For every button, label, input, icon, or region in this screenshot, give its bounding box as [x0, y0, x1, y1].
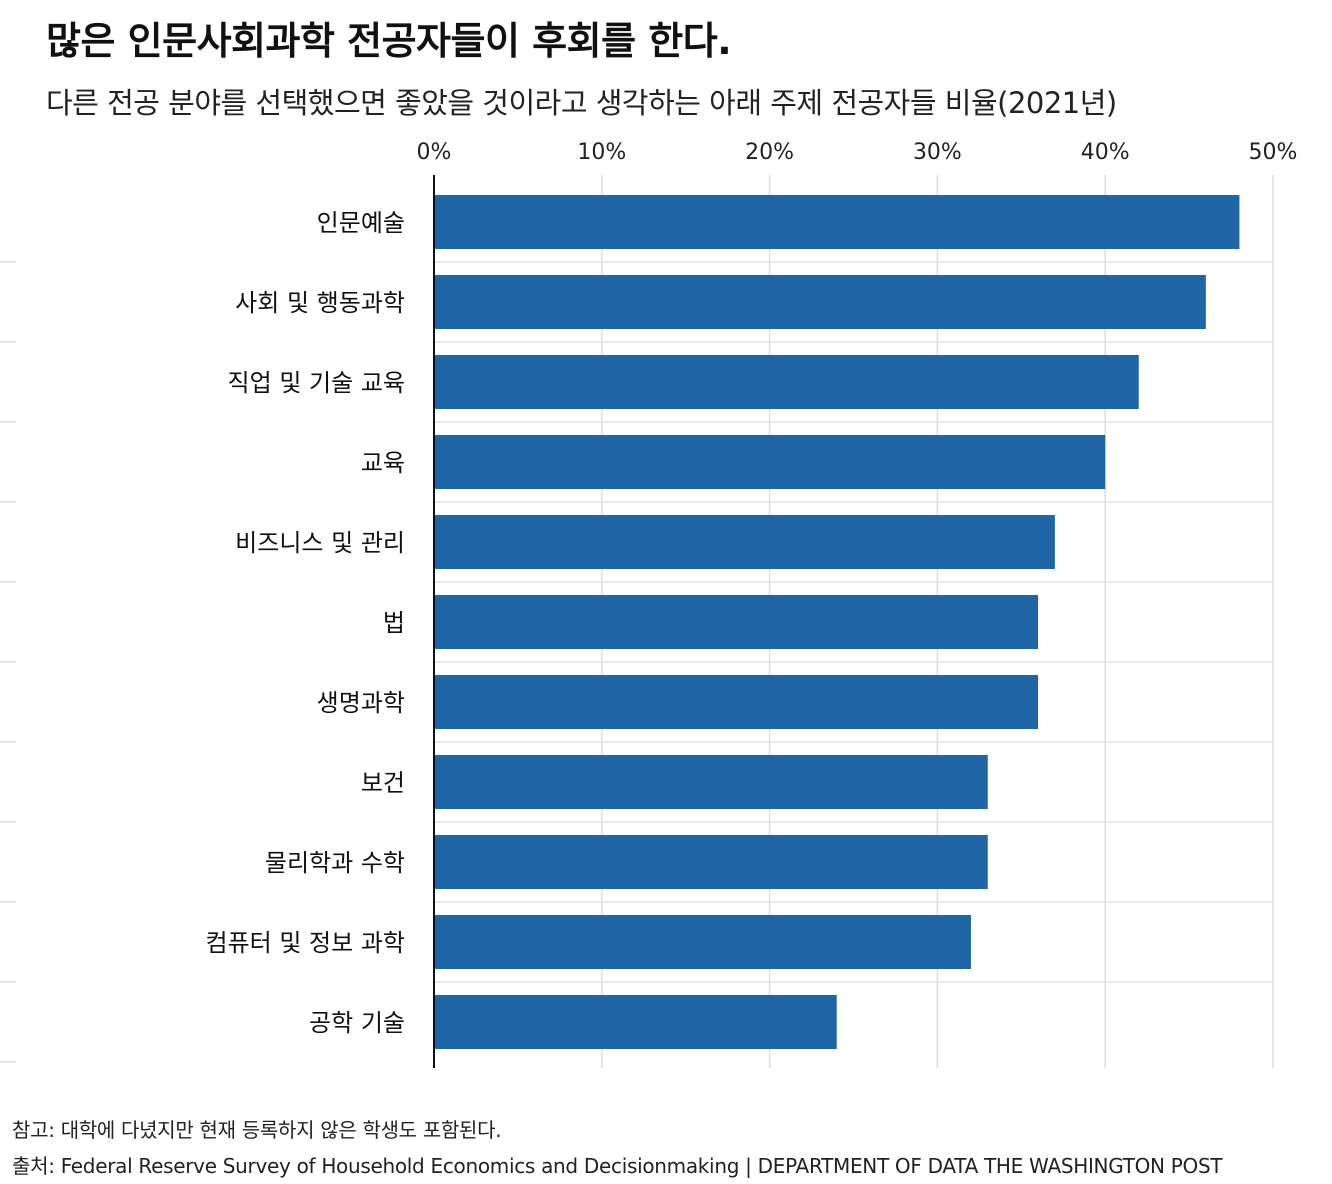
category-label: 보건 [361, 769, 405, 797]
x-tick-label: 20% [745, 140, 794, 165]
x-tick-label: 40% [1081, 140, 1130, 165]
category-label: 생명과학 [317, 689, 405, 717]
x-tick-label: 10% [577, 140, 626, 165]
category-label: 컴퓨터 및 정보 과학 [205, 929, 405, 957]
bar [434, 595, 1039, 649]
category-label: 비즈니스 및 관리 [235, 529, 405, 557]
category-label: 직업 및 기술 교육 [228, 369, 405, 397]
source-credit: 출처: Federal Reserve Survey of Household … [12, 1154, 1223, 1178]
category-label: 사회 및 행동과학 [235, 289, 405, 317]
bar [434, 995, 837, 1049]
x-tick-label: 0% [417, 140, 452, 165]
bar [434, 275, 1206, 329]
bar [434, 675, 1039, 729]
category-label: 인문예술 [317, 209, 405, 237]
chart-title: 많은 인문사회과학 전공자들이 후회를 한다. [46, 19, 732, 63]
bar [434, 755, 988, 809]
chart-subtitle: 다른 전공 분야를 선택했으면 좋았을 것이라고 생각하는 아래 주제 전공자들… [46, 86, 1117, 120]
category-label: 물리학과 수학 [265, 849, 405, 877]
category-label: 공학 기술 [309, 1009, 405, 1037]
x-tick-label: 30% [913, 140, 962, 165]
bar [434, 515, 1055, 569]
bar [434, 195, 1240, 249]
bars [434, 195, 1240, 1049]
category-label: 법 [383, 609, 405, 637]
bar [434, 435, 1106, 489]
bar [434, 915, 971, 969]
bar [434, 355, 1139, 409]
x-tick-label: 50% [1249, 140, 1298, 165]
bar [434, 835, 988, 889]
category-label: 교육 [361, 449, 405, 477]
x-axis: 0% 10% 20% 30% 40% 50% [417, 140, 1298, 1068]
gridlines [0, 175, 1274, 1068]
footnote: 참고: 대학에 다녔지만 현재 등록하지 않은 학생도 포함된다. [12, 1118, 502, 1142]
